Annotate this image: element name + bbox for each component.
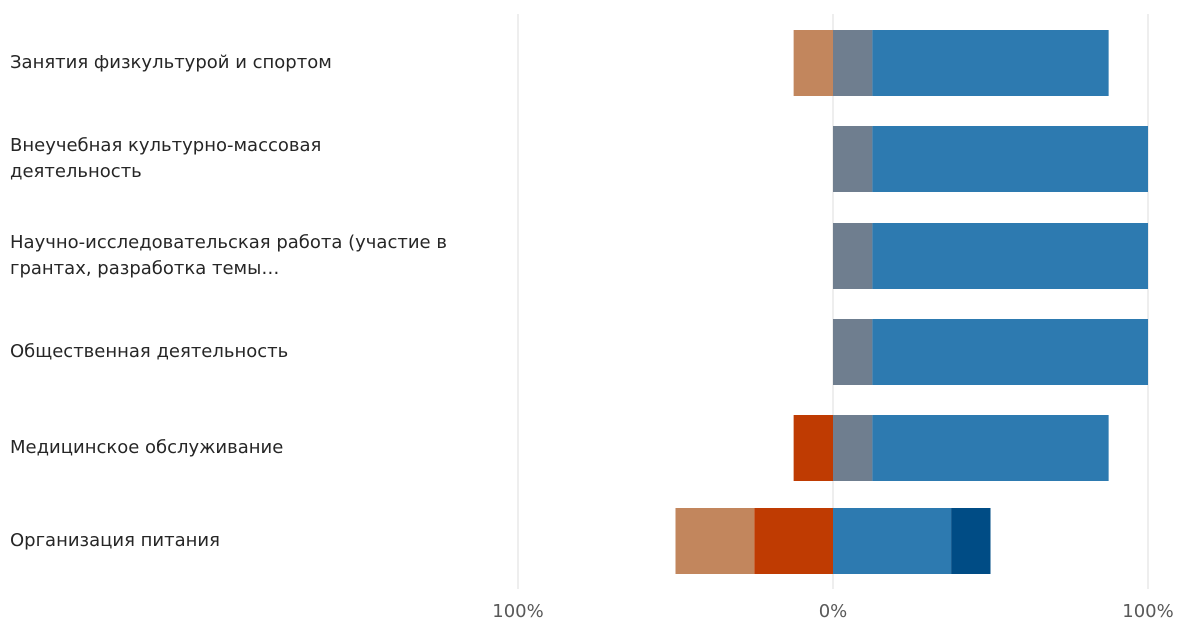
- category-label: Медицинское обслуживание: [10, 437, 284, 458]
- category-label: Внеучебная культурно-массовая деятельнос…: [10, 135, 322, 182]
- bar-segment: [833, 415, 873, 481]
- x-tick-label: 0%: [819, 601, 848, 619]
- bar-segment: [872, 30, 1109, 96]
- bar-segment: [833, 30, 873, 96]
- bar-segment: [833, 508, 952, 574]
- bar-segment: [872, 223, 1149, 289]
- category-label: Организация питания: [10, 530, 220, 551]
- bar-segment: [951, 508, 991, 574]
- category-label: Занятия физкультурой и спортом: [10, 52, 332, 73]
- bar-segment: [833, 223, 873, 289]
- bar-segment: [833, 319, 873, 385]
- bar-segment: [872, 319, 1149, 385]
- bar-segment: [833, 126, 873, 192]
- bar-segment: [675, 508, 755, 574]
- x-tick-label: 100%: [492, 601, 543, 619]
- bar-segment: [872, 126, 1149, 192]
- bar-segment: [872, 415, 1109, 481]
- x-tick-label: 100%: [1122, 601, 1173, 619]
- bar-segment: [793, 415, 834, 481]
- bar-segment: [754, 508, 833, 574]
- bar-segment: [793, 30, 834, 96]
- category-label: Общественная деятельность: [10, 341, 289, 362]
- category-label: Научно-исследовательская работа (участие…: [10, 232, 447, 279]
